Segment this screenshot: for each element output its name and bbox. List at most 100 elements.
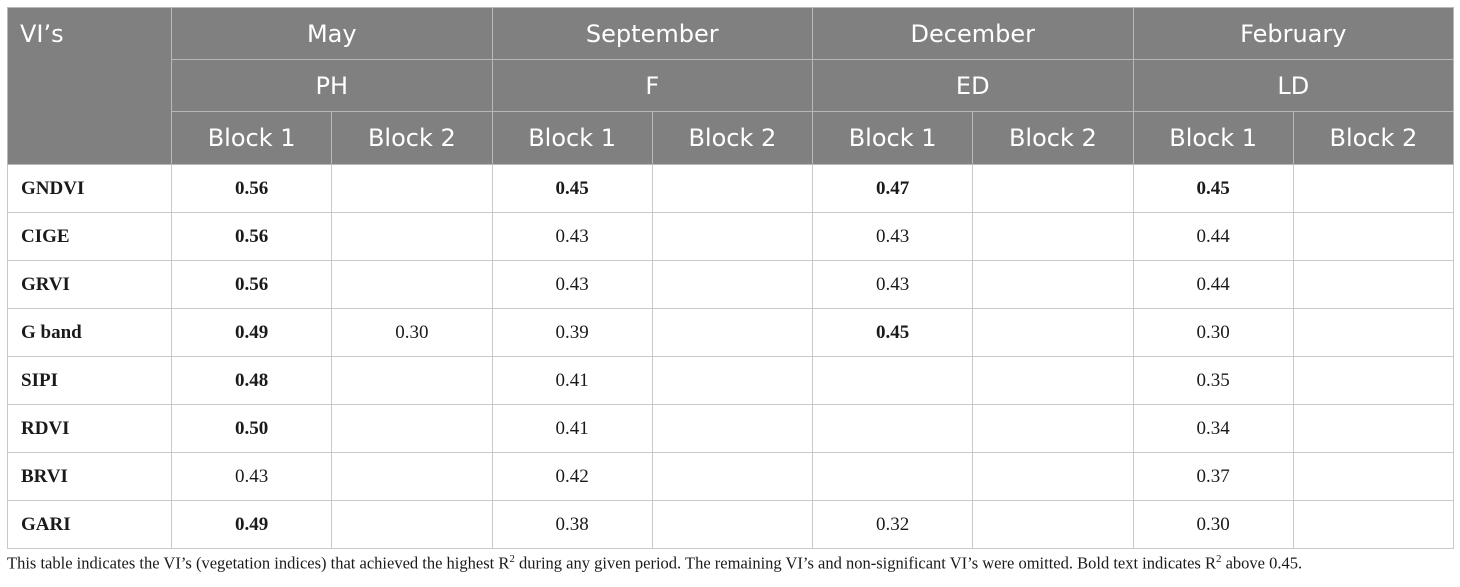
- value-cell: 0.37: [1132, 452, 1294, 501]
- value-cell: 0.30: [331, 308, 493, 357]
- header-block: Block 1: [811, 111, 974, 165]
- table-row: GNDVI 0.56 0.45 0.47 0.45: [7, 164, 1455, 213]
- table-row: SIPI 0.48 0.41 0.35: [7, 356, 1455, 405]
- value-cell: [811, 404, 974, 453]
- table-container: VI’s May September December February PH …: [7, 7, 1455, 549]
- value-cell: [972, 500, 1134, 549]
- value-cell: 0.34: [1132, 404, 1294, 453]
- value-cell: 0.43: [170, 452, 333, 501]
- table-row: GARI 0.49 0.38 0.32 0.30: [7, 500, 1455, 549]
- value-cell: [331, 356, 493, 405]
- value-cell: 0.50: [170, 404, 333, 453]
- value-cell: [331, 164, 493, 213]
- table-caption: This table indicates the VI’s (vegetatio…: [7, 553, 1457, 574]
- value-cell: 0.56: [170, 260, 333, 309]
- value-cell: 0.35: [1132, 356, 1294, 405]
- value-cell: 0.48: [170, 356, 333, 405]
- value-cell: [1292, 452, 1455, 501]
- value-cell: 0.44: [1132, 260, 1294, 309]
- caption-text: during any given period. The remaining V…: [514, 553, 1216, 573]
- header-stage: PH: [171, 59, 493, 112]
- table-body: GNDVI 0.56 0.45 0.47 0.45 CIGE 0.56 0.43 0.43 0.4…: [7, 164, 1455, 549]
- header-month: September: [491, 7, 813, 60]
- value-cell: [651, 452, 814, 501]
- value-cell: [1292, 212, 1455, 261]
- value-cell: 0.49: [170, 500, 333, 549]
- value-cell: [651, 212, 814, 261]
- value-cell: [811, 356, 974, 405]
- header-vi: VI’s: [7, 7, 172, 165]
- header-block: Block 1: [1132, 111, 1294, 165]
- header-month: February: [1132, 7, 1455, 60]
- caption-superscript: 2: [1215, 553, 1222, 565]
- header-block: Block 1: [491, 111, 653, 165]
- value-cell: 0.44: [1132, 212, 1294, 261]
- value-cell: 0.43: [811, 212, 974, 261]
- value-cell: 0.45: [811, 308, 974, 357]
- header-stage: LD: [1132, 59, 1455, 112]
- value-cell: [331, 500, 493, 549]
- value-cell: [1292, 308, 1455, 357]
- value-cell: [331, 212, 493, 261]
- table-row: CIGE 0.56 0.43 0.43 0.44: [7, 212, 1455, 261]
- value-cell: [972, 308, 1134, 357]
- value-cell: [651, 404, 814, 453]
- value-cell: 0.42: [491, 452, 653, 501]
- table-row: BRVI 0.43 0.42 0.37: [7, 452, 1455, 501]
- value-cell: [972, 356, 1134, 405]
- value-cell: [1292, 164, 1455, 213]
- value-cell: [331, 452, 493, 501]
- value-cell: 0.38: [491, 500, 653, 549]
- vi-name-cell: RDVI: [7, 404, 172, 453]
- value-cell: [651, 164, 814, 213]
- vi-name-cell: BRVI: [7, 452, 172, 501]
- value-cell: 0.32: [811, 500, 974, 549]
- vi-name-cell: SIPI: [7, 356, 172, 405]
- value-cell: 0.47: [811, 164, 974, 213]
- header-month: May: [171, 7, 493, 60]
- value-cell: 0.41: [491, 356, 653, 405]
- value-cell: 0.41: [491, 404, 653, 453]
- value-cell: [972, 212, 1134, 261]
- vi-name-cell: GARI: [7, 500, 172, 549]
- header-block: Block 2: [972, 111, 1134, 165]
- caption-text: above 0.45.: [1221, 553, 1303, 573]
- vi-name-cell: GNDVI: [7, 164, 172, 213]
- value-cell: [972, 404, 1134, 453]
- value-cell: [972, 452, 1134, 501]
- value-cell: 0.45: [491, 164, 653, 213]
- header-month: December: [812, 7, 1134, 60]
- table-header: VI’s May September December February PH …: [7, 7, 1455, 165]
- value-cell: [651, 500, 814, 549]
- header-stage: F: [491, 59, 813, 112]
- header-block: Block 2: [1292, 111, 1455, 165]
- value-cell: [972, 164, 1134, 213]
- value-cell: [1292, 260, 1455, 309]
- table-row: G band 0.49 0.30 0.39 0.45 0.30: [7, 308, 1455, 357]
- vi-name-cell: G band: [7, 308, 172, 357]
- value-cell: [972, 260, 1134, 309]
- value-cell: [1292, 404, 1455, 453]
- value-cell: 0.56: [170, 212, 333, 261]
- value-cell: 0.43: [811, 260, 974, 309]
- value-cell: 0.43: [491, 212, 653, 261]
- header-block: Block 1: [170, 111, 333, 165]
- value-cell: 0.30: [1132, 308, 1294, 357]
- value-cell: 0.45: [1132, 164, 1294, 213]
- value-cell: [651, 308, 814, 357]
- header-block: Block 2: [651, 111, 814, 165]
- caption-superscript: 2: [509, 553, 515, 565]
- caption-text: This table indicates the VI’s (vegetatio…: [7, 553, 510, 573]
- value-cell: [651, 260, 814, 309]
- value-cell: 0.43: [491, 260, 653, 309]
- value-cell: [1292, 356, 1455, 405]
- value-cell: [1292, 500, 1455, 549]
- vi-name-cell: GRVI: [7, 260, 172, 309]
- header-stage: ED: [812, 59, 1134, 112]
- value-cell: [651, 356, 814, 405]
- vi-table: VI’s May September December February PH …: [7, 7, 1455, 549]
- value-cell: [331, 404, 493, 453]
- vi-name-cell: CIGE: [7, 212, 172, 261]
- value-cell: 0.49: [170, 308, 333, 357]
- value-cell: 0.39: [491, 308, 653, 357]
